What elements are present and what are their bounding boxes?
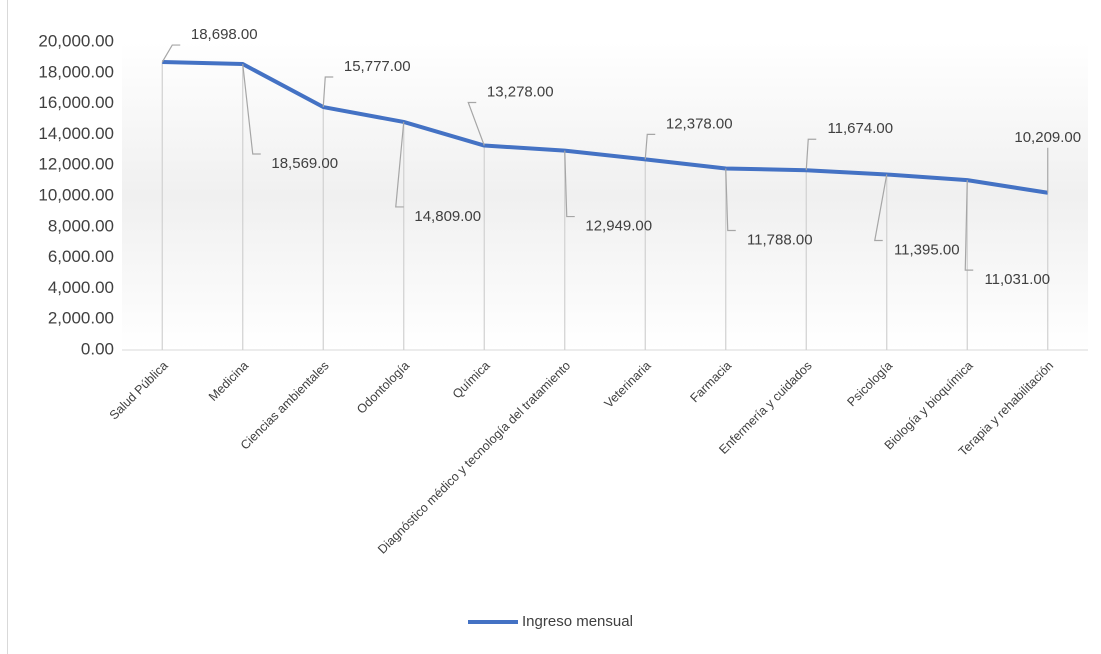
data-label: 12,378.00	[666, 115, 733, 132]
data-label: 11,788.00	[747, 231, 813, 248]
y-tick-label: 8,000.00	[48, 216, 114, 235]
leader-line	[467, 101, 485, 146]
x-tick-label: Diagnóstico médico y tecnología del trat…	[375, 359, 573, 557]
data-label: 18,569.00	[271, 155, 338, 172]
data-label: 15,777.00	[344, 58, 411, 75]
leader-line	[805, 138, 817, 171]
leader-line	[322, 76, 334, 108]
leader-line	[964, 180, 974, 271]
plot-area	[122, 42, 1088, 350]
data-label: 14,809.00	[414, 208, 481, 225]
leader-line	[564, 150, 575, 218]
data-label: 12,949.00	[585, 218, 652, 235]
y-tick-label: 20,000.00	[38, 31, 114, 50]
data-label: 13,278.00	[487, 83, 554, 100]
y-tick-label: 4,000.00	[48, 278, 114, 297]
x-tick-label: Ciencias ambientales	[238, 359, 332, 453]
y-tick-label: 0.00	[81, 339, 114, 358]
y-tick-label: 18,000.00	[38, 62, 114, 81]
y-tick-label: 2,000.00	[48, 309, 114, 328]
x-tick-label: Química	[450, 359, 493, 402]
x-tick-label: Odontología	[354, 359, 412, 417]
data-label: 11,395.00	[894, 241, 960, 258]
y-tick-label: 6,000.00	[48, 247, 114, 266]
leader-line	[644, 133, 656, 160]
leader-line	[874, 174, 888, 242]
data-label: 11,674.00	[827, 120, 893, 137]
leader-line	[395, 121, 405, 208]
y-tick-label: 10,000.00	[38, 185, 114, 204]
leader-line	[242, 63, 261, 155]
data-label: 18,698.00	[191, 26, 258, 43]
x-tick-label: Psicología	[845, 359, 896, 410]
leader-line	[725, 168, 736, 232]
y-tick-label: 16,000.00	[38, 93, 114, 112]
x-tick-label: Medicina	[206, 359, 251, 404]
y-tick-label: 14,000.00	[38, 124, 114, 143]
data-label: 10,209.00	[1014, 129, 1081, 146]
x-tick-label: Biología y bioquímica	[882, 359, 976, 453]
x-tick-label: Enfermería y cuidados	[716, 359, 814, 457]
y-tick-label: 12,000.00	[38, 155, 114, 174]
data-label: 11,031.00	[984, 271, 1050, 288]
x-tick-label: Salud Pública	[107, 359, 171, 423]
x-tick-label: Farmacia	[687, 359, 734, 406]
series-line	[162, 60, 1049, 195]
leader-line	[161, 44, 181, 63]
legend-label: Ingreso mensual	[522, 613, 633, 630]
x-tick-label: Terapia y rehabilitación	[956, 359, 1056, 459]
x-tick-label: Veterinaria	[602, 359, 654, 411]
